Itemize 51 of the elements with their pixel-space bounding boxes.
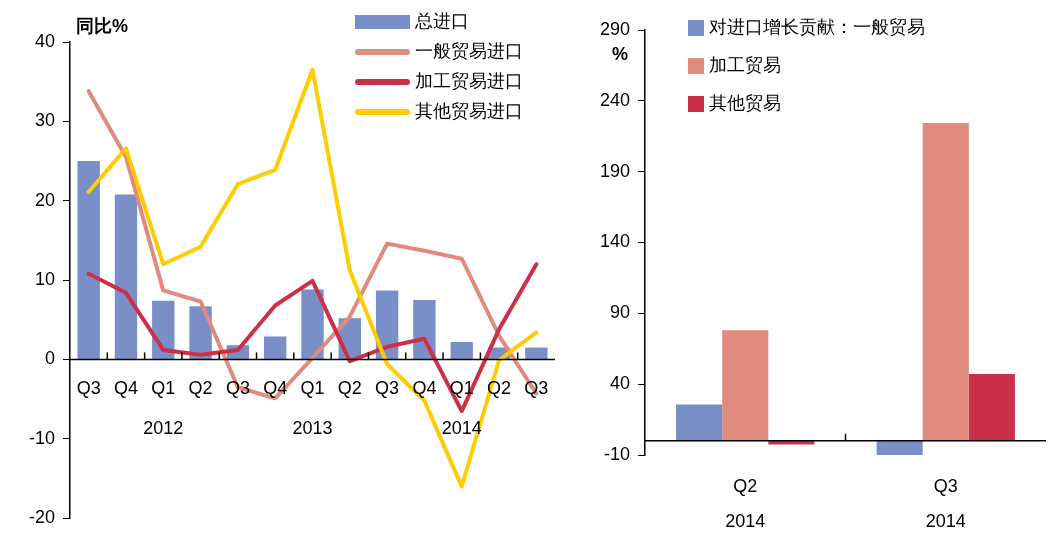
y-tick-label: 30 (34, 110, 55, 131)
bar (450, 342, 473, 359)
bar (676, 404, 723, 441)
bar (301, 289, 324, 359)
bar (922, 123, 969, 441)
legend-label: 其他贸易进口 (415, 100, 523, 121)
x-tick-label: Q1 (300, 378, 325, 399)
x-tick-label: Q4 (263, 378, 288, 399)
bar (114, 194, 138, 359)
y-tick-label: -20 (28, 507, 55, 528)
x-tick-label: Q2 (733, 475, 758, 496)
y-tick-label: 40 (34, 30, 55, 51)
y-tick-label: 240 (599, 89, 630, 110)
y-tick-label: 40 (609, 373, 630, 394)
y-tick-label: 190 (599, 160, 630, 181)
y-axis-title: 同比% (76, 15, 129, 36)
legend-label: 对进口增长贡献：一般贸易 (709, 16, 925, 37)
x-tick-label: Q2 (188, 378, 213, 399)
legend-label: 其他贸易 (709, 92, 781, 113)
y-tick-label: 20 (34, 189, 55, 210)
legend-label: 总进口 (414, 10, 469, 31)
bar (77, 161, 100, 359)
y-tick-label: -10 (603, 443, 630, 464)
y-tick-label: -10 (28, 427, 55, 448)
legend-label: 一般贸易进口 (415, 40, 523, 61)
y-tick-label: 290 (599, 18, 630, 39)
bar (876, 440, 923, 455)
legend-label: 加工贸易进口 (415, 70, 523, 91)
x-tick-label: Q2 (337, 378, 362, 399)
x-tick-label: Q1 (151, 378, 176, 399)
x-tick-label: Q3 (76, 378, 101, 399)
x-tick-label: Q3 (375, 378, 400, 399)
y-tick-label: 0 (44, 348, 55, 369)
x-tick-label: Q4 (113, 378, 138, 399)
x-tick-label: Q3 (225, 378, 250, 399)
y-axis-title: % (611, 43, 629, 64)
bar (264, 336, 287, 359)
legend-label: 加工贸易 (709, 54, 781, 75)
bar (525, 347, 548, 359)
y-tick-label: 140 (599, 231, 630, 252)
x-tick-label: Q3 (524, 378, 549, 399)
bar (722, 330, 769, 441)
y-tick-label: 90 (609, 302, 630, 323)
text: 2014 (925, 510, 966, 531)
y-tick-label: 10 (34, 269, 55, 290)
bar (968, 373, 1015, 441)
annotation: 2012 (143, 418, 184, 439)
x-tick-label: Q4 (412, 378, 437, 399)
text: 2014 (725, 510, 766, 531)
annotation: 2013 (292, 418, 333, 439)
x-tick-label: Q3 (933, 475, 958, 496)
